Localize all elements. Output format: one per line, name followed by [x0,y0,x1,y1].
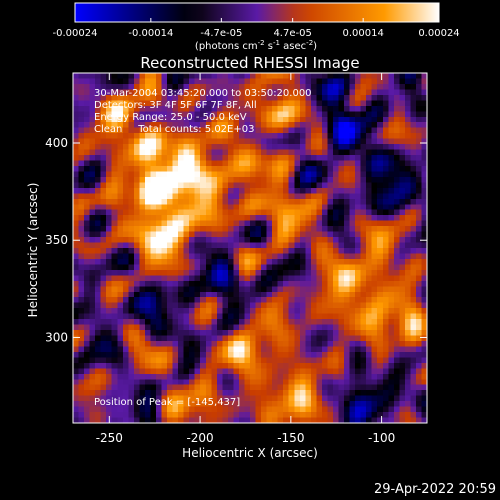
y-tick-label: 300 [45,330,68,344]
x-tick-label: -100 [368,431,395,445]
colorbar: -0.00024 -0.00014 -4.7e-05 4.7e-05 0.00014 0.… [53,2,460,39]
y-tick-label: 400 [45,136,68,150]
colorbar-gradient [74,2,440,23]
heatmap-raster [73,73,427,423]
heatmap-image [72,72,428,424]
colorbar-tick-label: -0.00024 [53,28,98,39]
colorbar-tick-label: -4.7e-05 [200,28,242,39]
annotation-peak-position: Position of Peak = [-145,437] [94,397,241,408]
colorbar-tick-label: 0.00014 [342,28,383,39]
annotation-energy-range: Energy Range: 25.0 - 50.0 keV [94,112,247,123]
colorbar-tick-label: 0.00024 [418,28,459,39]
colorbar-ticks: -0.00024 -0.00014 -4.7e-05 4.7e-05 0.00014 0.… [53,18,460,39]
annotation-detectors: Detectors: 3F 4F 5F 6F 7F 8F, All [94,100,257,111]
colorbar-tick-label: -0.00014 [128,28,173,39]
y-axis-label: Heliocentric Y (arcsec) [26,183,40,318]
x-tick-label: -150 [277,431,304,445]
plot-frame [72,72,428,424]
axes: -250 -200 -150 -100 300 350 400 [45,73,427,445]
annotation-time-range: 30-Mar-2004 03:45:20.000 to 03:50:20.000 [94,88,312,99]
colorbar-tick-label: 4.7e-05 [273,28,311,39]
timestamp: 29-Apr-2022 20:59 [374,482,496,497]
x-tick-label: -200 [186,431,213,445]
colorbar-units: (photons cm-2 s-1 asec-2) [195,39,317,52]
y-tick-label: 350 [45,233,68,247]
chart-title: Reconstructed RHESSI Image [140,54,359,72]
x-axis-label: Heliocentric X (arcsec) [182,446,318,460]
x-tick-label: -250 [96,431,123,445]
annotation-counts: Clean Total counts: 5.02E+03 [94,124,255,135]
